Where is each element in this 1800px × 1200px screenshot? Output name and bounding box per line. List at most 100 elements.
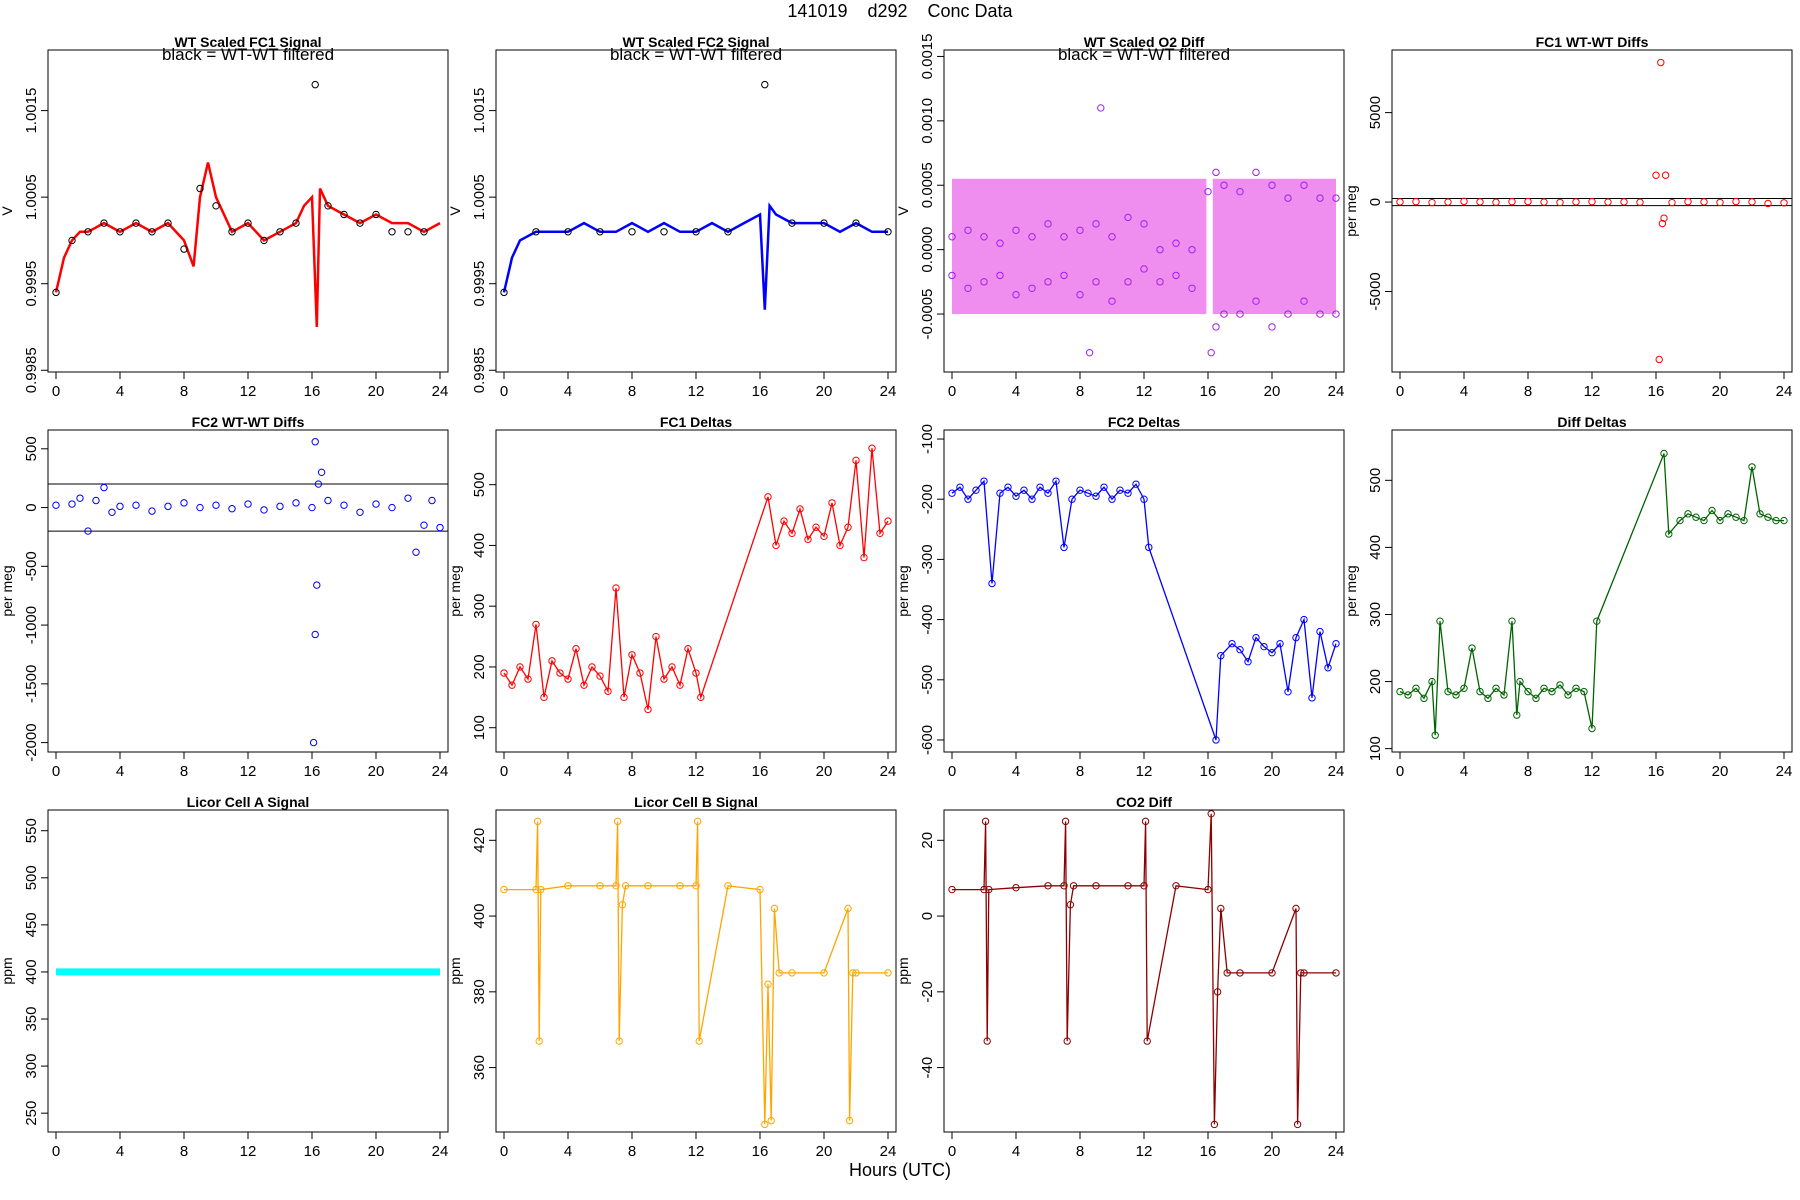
data-point [1140, 882, 1148, 890]
y-tick-label: 200 [471, 654, 488, 679]
data-point [1516, 677, 1524, 686]
x-tick-label: 0 [52, 383, 60, 400]
data-point [868, 444, 876, 452]
data-point [1210, 1120, 1219, 1129]
data-point [788, 969, 796, 977]
x-tick-label: 12 [1584, 763, 1601, 780]
data-point [1732, 513, 1740, 521]
data-point [1092, 882, 1100, 890]
data-point [580, 681, 588, 689]
data-point [532, 620, 540, 629]
data-point [980, 477, 988, 485]
data-point [1092, 492, 1100, 500]
y-tick-label: 0.9995 [471, 261, 488, 307]
y-axis-label: per meg [447, 565, 463, 616]
data-point [1044, 489, 1052, 497]
x-tick-label: 16 [1648, 383, 1665, 400]
series-line [54, 162, 441, 328]
data-point [988, 579, 996, 588]
y-tick-label: 360 [471, 1055, 488, 1080]
data-point [1156, 278, 1164, 286]
data-point [996, 489, 1004, 497]
x-tick-label: 20 [1712, 763, 1729, 780]
data-point [612, 584, 620, 592]
data-point [500, 669, 508, 677]
data-point [964, 495, 972, 503]
data-point [1236, 187, 1244, 196]
panel-title: WT Scaled O2 Diff [1084, 34, 1205, 50]
y-axis-label: ppm [0, 957, 15, 984]
data-point [311, 438, 319, 446]
y-axis-label: per meg [1343, 565, 1359, 616]
data-point [532, 885, 540, 894]
panel-title: Diff Deltas [1557, 414, 1626, 430]
data-point [1012, 291, 1020, 299]
plot-area [948, 810, 1340, 1129]
data-point [884, 517, 892, 525]
x-tick-label: 16 [1200, 383, 1217, 400]
data-point [1260, 642, 1268, 651]
data-point [100, 219, 108, 227]
data-point [1172, 882, 1180, 890]
data-point [1724, 510, 1732, 518]
data-point [260, 236, 268, 245]
y-tick-label: 500 [471, 472, 488, 497]
data-point [340, 501, 348, 509]
data-point [1028, 233, 1036, 241]
data-point [796, 505, 804, 513]
data-point [1513, 711, 1521, 719]
data-point [132, 501, 140, 509]
data-point [956, 483, 964, 491]
data-point [52, 501, 60, 509]
data-point [996, 239, 1004, 247]
data-point [1580, 687, 1588, 696]
data-point [356, 219, 364, 227]
data-point [1124, 489, 1132, 497]
x-tick-label: 0 [948, 383, 956, 400]
data-point [852, 969, 860, 977]
data-point [1284, 688, 1292, 696]
y-tick-label: -5000 [1367, 272, 1384, 310]
series-line [502, 202, 888, 310]
data-point [1236, 645, 1244, 654]
y-tick-label: 400 [23, 959, 40, 984]
y-tick-label: 100 [1367, 736, 1384, 761]
data-point [697, 693, 705, 702]
data-point [1012, 883, 1020, 892]
data-point [1468, 644, 1476, 652]
data-point [1748, 463, 1756, 471]
x-tick-label: 20 [1264, 763, 1281, 780]
data-point [1092, 220, 1100, 228]
y-tick-label: 450 [23, 912, 40, 937]
data-point [180, 499, 188, 507]
plot-frame [943, 429, 1345, 753]
data-point [548, 657, 556, 665]
x-tick-label: 4 [116, 1143, 124, 1160]
panel-o2-diff: 0 4 8 12 16 20 24 -0.0005 0.0000 0.0005 0.0010 0.00… [895, 33, 1345, 400]
panel-title: Licor Cell B Signal [634, 794, 758, 810]
data-point [1004, 483, 1012, 491]
data-point [724, 882, 732, 890]
data-point [1332, 310, 1340, 318]
data-point [572, 645, 580, 653]
data-point [1588, 724, 1596, 733]
data-point [1217, 904, 1225, 913]
data-point [692, 228, 700, 236]
data-point [1292, 904, 1300, 913]
y-tick-label: 1.0005 [471, 174, 488, 220]
data-point [1764, 199, 1772, 208]
data-point [164, 502, 172, 511]
data-point [1756, 510, 1764, 518]
data-point [596, 228, 604, 236]
data-point [1588, 197, 1596, 206]
data-point [948, 885, 956, 894]
data-point [1036, 483, 1044, 491]
data-point [1700, 198, 1708, 206]
x-tick-label: 12 [1136, 383, 1153, 400]
data-point [756, 885, 764, 894]
data-point [68, 500, 76, 508]
data-point [1276, 639, 1284, 648]
data-point [1268, 969, 1276, 977]
data-point [676, 882, 684, 890]
data-point [372, 500, 380, 508]
